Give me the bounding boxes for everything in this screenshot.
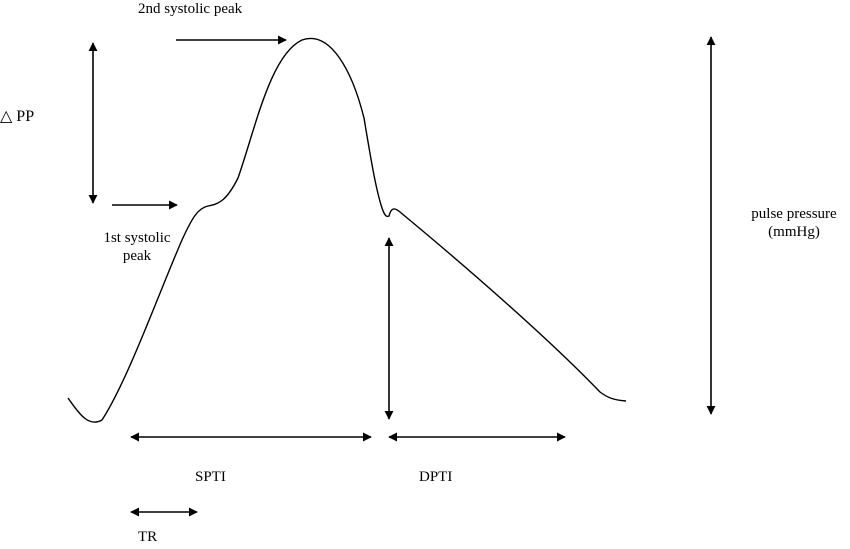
first-peak-label-line1: 1st systolic: [103, 230, 171, 246]
first-systolic-peak-label: 1st systolic peak: [82, 229, 192, 265]
spti-label: SPTI: [195, 469, 226, 485]
delta-pp-label: △ PP: [0, 108, 35, 125]
second-systolic-peak-label: 2nd systolic peak: [138, 1, 243, 17]
pulse-pressure-label-line2: (mmHg): [768, 224, 820, 240]
pressure-waveform: [67, 37, 627, 423]
dpti-label: DPTI: [419, 469, 453, 485]
pulse-pressure-label: pulse pressure (mmHg): [738, 205, 850, 241]
tr-label: TR: [138, 529, 158, 545]
first-peak-label-line2: peak: [122, 248, 152, 264]
pulse-pressure-label-line1: pulse pressure: [751, 206, 837, 222]
